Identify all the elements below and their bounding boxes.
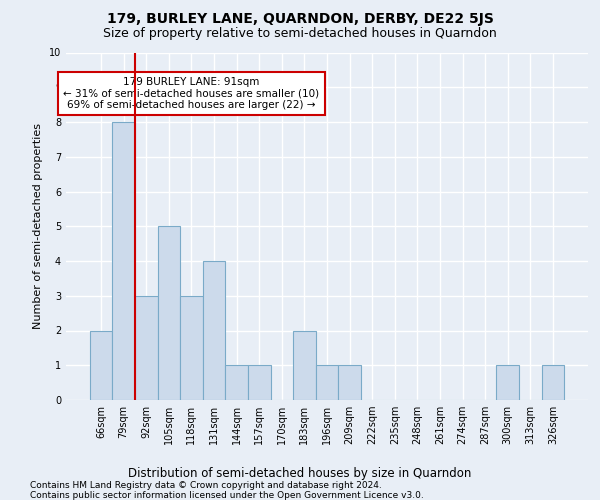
Bar — [112, 122, 135, 400]
Bar — [293, 330, 316, 400]
Text: Contains HM Land Registry data © Crown copyright and database right 2024.: Contains HM Land Registry data © Crown c… — [30, 481, 382, 490]
Bar — [203, 261, 226, 400]
Bar — [158, 226, 180, 400]
Bar — [338, 365, 361, 400]
Y-axis label: Number of semi-detached properties: Number of semi-detached properties — [34, 123, 43, 329]
Bar — [316, 365, 338, 400]
Text: Size of property relative to semi-detached houses in Quarndon: Size of property relative to semi-detach… — [103, 28, 497, 40]
Text: 179 BURLEY LANE: 91sqm
← 31% of semi-detached houses are smaller (10)
69% of sem: 179 BURLEY LANE: 91sqm ← 31% of semi-det… — [63, 77, 319, 110]
Bar — [135, 296, 158, 400]
Bar — [226, 365, 248, 400]
Bar — [496, 365, 519, 400]
Text: Distribution of semi-detached houses by size in Quarndon: Distribution of semi-detached houses by … — [128, 468, 472, 480]
Bar — [90, 330, 112, 400]
Text: Contains public sector information licensed under the Open Government Licence v3: Contains public sector information licen… — [30, 491, 424, 500]
Bar — [542, 365, 564, 400]
Bar — [248, 365, 271, 400]
Text: 179, BURLEY LANE, QUARNDON, DERBY, DE22 5JS: 179, BURLEY LANE, QUARNDON, DERBY, DE22 … — [107, 12, 493, 26]
Bar — [180, 296, 203, 400]
